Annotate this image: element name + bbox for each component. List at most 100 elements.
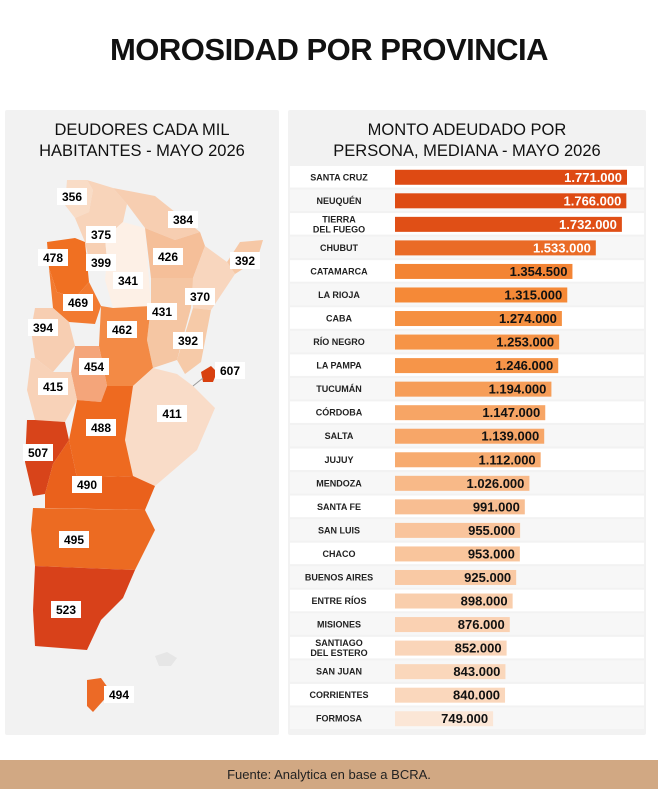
bar-24 bbox=[395, 711, 494, 727]
map-label-tucuman: 399 bbox=[86, 254, 116, 271]
category-label: SANTA CRUZ bbox=[310, 172, 368, 182]
bar-value-label: 898.000 bbox=[461, 594, 508, 609]
map-label-la-rioja: 469 bbox=[63, 294, 93, 311]
category-label: MENDOZA bbox=[316, 478, 362, 488]
bar-value-label: 1.253.000 bbox=[496, 335, 554, 350]
bar-value-label: 1.112.000 bbox=[479, 452, 536, 467]
category-label: JUJUY bbox=[324, 455, 353, 465]
map-label-chubut: 495 bbox=[59, 531, 89, 548]
map-value-formosa: 384 bbox=[173, 213, 193, 227]
category-label: CORRIENTES bbox=[309, 690, 368, 700]
bar-21 bbox=[395, 640, 507, 656]
bar-4 bbox=[395, 240, 596, 256]
category-label: LA PAMPA bbox=[316, 361, 362, 371]
province-santa-cruz bbox=[33, 566, 135, 650]
map-value-caba: 607 bbox=[220, 364, 240, 378]
category-label: TIERRA bbox=[322, 214, 356, 224]
map-title-line1: DEUDORES CADA MIL bbox=[54, 121, 230, 139]
map-panel: DEUDORES CADA MIL HABITANTES - MAYO 2026 bbox=[5, 110, 279, 735]
category-label: SANTIAGO bbox=[315, 638, 363, 648]
map-value-neuquen: 507 bbox=[28, 446, 48, 460]
argentina-map: 356 375 384 392 478 399 426 341 370 469 431 462 394 3… bbox=[23, 180, 263, 712]
bar-value-label: 1.315.000 bbox=[504, 287, 562, 302]
bar-13 bbox=[395, 452, 541, 468]
category-label: CÓRDOBA bbox=[316, 407, 363, 418]
category-label: RÍO NEGRO bbox=[313, 337, 365, 347]
category-label: CATAMARCA bbox=[310, 266, 368, 276]
bar-9 bbox=[395, 358, 559, 374]
map-value-corrientes: 370 bbox=[190, 290, 210, 304]
province-santa-fe bbox=[147, 278, 193, 368]
bar-1 bbox=[395, 169, 627, 185]
bar-14 bbox=[395, 475, 530, 491]
category-label: FORMOSA bbox=[316, 714, 362, 724]
bar-value-label: 1.194.000 bbox=[489, 382, 547, 397]
bar-value-label: 840.000 bbox=[453, 688, 500, 703]
map-label-santa-cruz: 523 bbox=[51, 601, 81, 618]
bar-7 bbox=[395, 311, 562, 327]
map-value-jujuy: 356 bbox=[62, 190, 82, 204]
map-label-cordoba: 462 bbox=[107, 321, 137, 338]
map-value-labels: 356 375 384 392 478 399 426 341 370 469 431 462 394 3… bbox=[23, 188, 260, 703]
bar-value-label: 955.000 bbox=[468, 523, 515, 538]
province-buenos-aires bbox=[125, 368, 215, 486]
bar-chart-panel: MONTO ADEUDADO POR PERSONA, MEDIANA - MA… bbox=[288, 110, 646, 735]
category-label: SAN JUAN bbox=[316, 667, 362, 677]
map-value-tierra-del-fuego: 494 bbox=[109, 688, 129, 702]
map-value-catamarca: 478 bbox=[43, 251, 63, 265]
map-label-chaco: 426 bbox=[153, 248, 183, 265]
bar-value-label: 843.000 bbox=[453, 664, 500, 679]
category-label: MISIONES bbox=[317, 620, 361, 630]
bar-chart: SANTA CRUZ 1.771.000 NEUQUÉN 1.766.000 TIERR… bbox=[290, 166, 644, 729]
bar-16 bbox=[395, 522, 521, 538]
category-label: SANTA FE bbox=[317, 502, 361, 512]
map-value-mendoza: 415 bbox=[43, 380, 63, 394]
bar-value-label: 749.000 bbox=[441, 711, 488, 726]
bar-8 bbox=[395, 334, 560, 350]
category-label: CHUBUT bbox=[320, 243, 358, 253]
province-chubut bbox=[31, 508, 155, 570]
map-label-salta: 375 bbox=[86, 226, 116, 243]
bar-value-label: 1.139.000 bbox=[481, 429, 539, 444]
category-label: SAN LUIS bbox=[318, 525, 360, 535]
map-label-mendoza: 415 bbox=[38, 378, 68, 395]
category-label: SALTA bbox=[325, 431, 354, 441]
map-value-la-rioja: 469 bbox=[68, 296, 88, 310]
bar-value-label: 1.771.000 bbox=[564, 170, 622, 185]
map-label-san-luis: 454 bbox=[79, 358, 109, 375]
map-label-corrientes: 370 bbox=[185, 288, 215, 305]
map-value-tucuman: 399 bbox=[91, 256, 111, 270]
category-label: DEL ESTERO bbox=[310, 648, 367, 658]
map-label-catamarca: 478 bbox=[38, 249, 68, 266]
map-value-la-pampa: 488 bbox=[91, 421, 111, 435]
islas-malvinas bbox=[155, 652, 177, 666]
map-label-santiago: 341 bbox=[113, 272, 143, 289]
bar-chart-title-line1: MONTO ADEUDADO POR bbox=[367, 121, 567, 139]
map-label-buenos-aires: 411 bbox=[157, 405, 187, 422]
map-label-la-pampa: 488 bbox=[86, 419, 116, 436]
bar-value-label: 925.000 bbox=[464, 570, 511, 585]
bar-value-label: 1.354.500 bbox=[510, 264, 568, 279]
bar-value-label: 1.732.000 bbox=[559, 217, 617, 232]
bar-value-label: 1.533.000 bbox=[533, 240, 591, 255]
category-label: ENTRE RÍOS bbox=[311, 596, 366, 606]
map-label-jujuy: 356 bbox=[57, 188, 87, 205]
map-value-cordoba: 462 bbox=[112, 323, 132, 337]
bar-value-label: 876.000 bbox=[458, 617, 505, 632]
source-note: Fuente: Analytica en base a BCRA. bbox=[227, 767, 431, 782]
bar-3 bbox=[395, 216, 622, 232]
bar-5 bbox=[395, 263, 573, 279]
page-title: MOROSIDAD POR PROVINCIA bbox=[109, 32, 549, 67]
bar-17 bbox=[395, 546, 520, 562]
map-label-neuquen: 507 bbox=[23, 444, 53, 461]
category-label: NEUQUÉN bbox=[316, 196, 361, 206]
footer-bar: Fuente: Analytica en base a BCRA. bbox=[0, 760, 658, 789]
bar-6 bbox=[395, 287, 568, 303]
bar-value-label: 1.246.000 bbox=[495, 358, 553, 373]
map-value-buenos-aires: 411 bbox=[162, 407, 182, 421]
category-label: DEL FUEGO bbox=[313, 224, 365, 234]
bar-11 bbox=[395, 405, 546, 421]
category-label: TUCUMÁN bbox=[316, 384, 362, 394]
map-value-chaco: 426 bbox=[158, 250, 178, 264]
bar-value-label: 1.026.000 bbox=[467, 476, 525, 491]
